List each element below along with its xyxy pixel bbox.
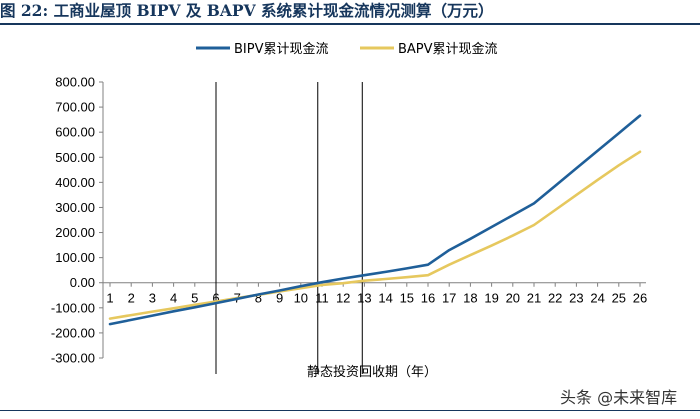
x-axis-label: 静态投资回收期（年）	[307, 364, 437, 380]
legend-label: BAPV累计现金流	[398, 41, 498, 57]
x-tick-label: 11	[315, 291, 329, 306]
y-tick-label: 500.00	[55, 150, 95, 165]
x-tick-label: 26	[633, 291, 647, 306]
x-tick-label: 22	[548, 291, 562, 306]
x-tick-label: 1	[106, 291, 113, 306]
y-tick-label: -200.00	[51, 325, 95, 340]
x-tick-label: 10	[294, 291, 308, 306]
x-tick-label: 13	[357, 291, 371, 306]
series-line-bapv	[108, 150, 642, 320]
figure-title: 图 22: 工商业屋顶 BIPV 及 BAPV 系统累计现金流情况测算（万元）	[0, 1, 494, 20]
title-rule	[0, 23, 700, 25]
y-tick-label: 700.00	[55, 100, 95, 115]
y-tick-label: 800.00	[55, 75, 95, 90]
x-tick-label: 23	[569, 291, 583, 306]
x-tick-label: 21	[527, 291, 541, 306]
bottom-rule	[0, 410, 700, 411]
y-tick-label: -300.00	[51, 351, 95, 366]
y-tick-label: 100.00	[55, 250, 95, 265]
x-tick-label: 18	[463, 291, 477, 306]
series-line-bipv	[108, 114, 642, 326]
y-tick-label: -100.00	[51, 300, 95, 315]
x-tick-label: 20	[506, 291, 520, 306]
x-tick-label: 19	[484, 291, 498, 306]
x-tick-label: 9	[276, 291, 283, 306]
y-tick-label: 0.00	[70, 275, 95, 290]
x-tick-label: 24	[590, 291, 604, 306]
x-tick-label: 25	[612, 291, 626, 306]
x-tick-label: 5	[191, 291, 198, 306]
x-tick-label: 16	[421, 291, 435, 306]
x-tick-label: 8	[255, 291, 262, 306]
x-tick-label: 14	[378, 291, 392, 306]
x-tick-label: 15	[400, 291, 414, 306]
x-tick-label: 2	[128, 291, 135, 306]
x-tick-label: 3	[149, 291, 156, 306]
y-tick-label: 600.00	[55, 125, 95, 140]
y-tick-label: 300.00	[55, 200, 95, 215]
watermark: 头条 @未来智库	[560, 388, 678, 407]
y-tick-label: 400.00	[55, 175, 95, 190]
x-tick-label: 12	[336, 291, 350, 306]
x-tick-label: 17	[442, 291, 456, 306]
legend-label: BIPV累计现金流	[234, 41, 329, 57]
x-tick-label: 4	[170, 291, 177, 306]
y-tick-label: 200.00	[55, 225, 95, 240]
